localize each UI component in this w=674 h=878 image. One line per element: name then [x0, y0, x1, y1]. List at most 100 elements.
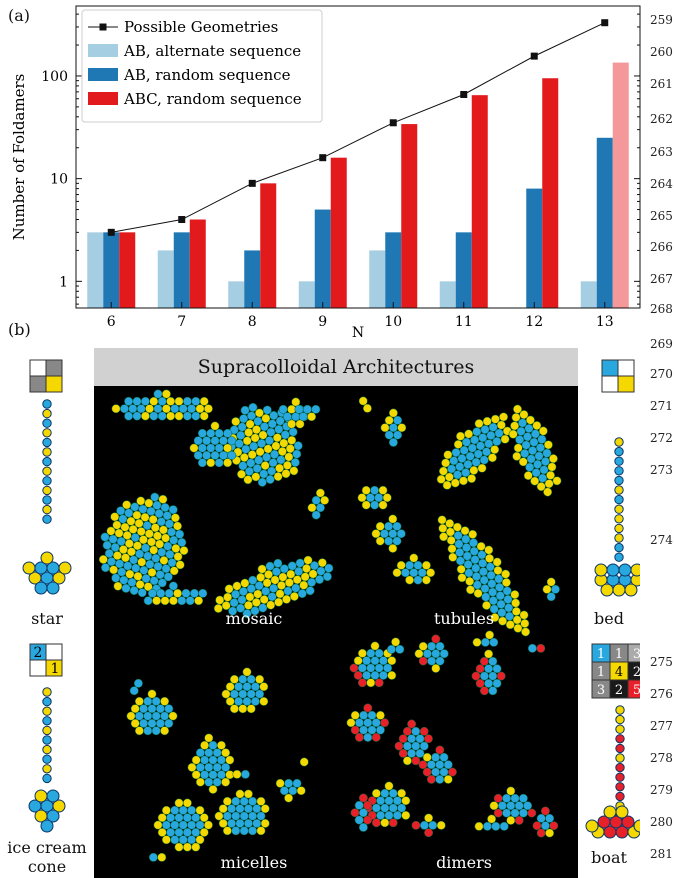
colloid [510, 590, 520, 600]
colloid [388, 543, 398, 553]
colloid [248, 826, 258, 836]
chain-bead [42, 687, 52, 697]
mosaic-label: mosaic [226, 609, 283, 628]
ice-cream-cone-label: ice cream cone [7, 838, 87, 876]
line-number: 266 [650, 240, 673, 254]
colloid [484, 664, 494, 674]
colloid [160, 726, 170, 736]
colloid [393, 430, 403, 440]
colloid [371, 818, 381, 828]
colloid [388, 803, 398, 813]
chain-bead [42, 773, 52, 784]
colloid [375, 521, 385, 531]
colloid [532, 421, 542, 430]
colloid [459, 476, 468, 486]
line-number: 273 [650, 463, 673, 477]
colloid [208, 770, 218, 780]
chain-bead [614, 494, 624, 505]
colloid [191, 813, 201, 823]
colloid [388, 514, 398, 524]
chain-bead [42, 706, 52, 716]
colloid [252, 818, 262, 828]
colloid [221, 748, 231, 758]
colloid [365, 493, 375, 503]
colloid [157, 411, 167, 421]
colloid [214, 428, 224, 438]
colloid [479, 656, 489, 666]
colloid [164, 718, 174, 728]
colloid-cluster [275, 778, 306, 803]
colloid [510, 808, 520, 818]
bar-ab-random-sequence-10 [385, 232, 402, 308]
colloid [514, 815, 524, 825]
colloid [262, 405, 272, 415]
colloid [284, 793, 294, 803]
colloid [426, 774, 436, 784]
colloid [397, 423, 407, 433]
colloid [248, 403, 258, 412]
colloid [384, 430, 394, 440]
colloid [376, 796, 386, 806]
folded-bead [58, 561, 72, 575]
colloid [124, 411, 134, 421]
line-number: 259 [650, 13, 673, 27]
colloid [166, 813, 176, 823]
colloid [537, 434, 547, 444]
colloid [157, 578, 167, 588]
colloid [168, 581, 178, 591]
colloid [375, 725, 385, 735]
colloid [418, 656, 428, 666]
colloid [307, 412, 317, 422]
colloid [174, 842, 184, 852]
colloid [218, 436, 228, 446]
colloid [447, 767, 457, 777]
colloid [468, 538, 478, 548]
colloid [518, 808, 528, 818]
chain-bead [42, 716, 52, 726]
interaction-cell [627, 679, 640, 699]
colloid [367, 710, 377, 720]
bed-chain [614, 437, 624, 562]
colloid-cluster [471, 649, 506, 696]
bar-abc-random-sequence-10 [401, 124, 418, 309]
x-tick-label: 13 [596, 314, 614, 330]
line-number: 270 [650, 367, 673, 381]
colloid [358, 396, 368, 406]
colloid [545, 813, 555, 823]
chart-frame [75, 5, 641, 309]
colloid [187, 762, 197, 772]
colloid-cluster [358, 396, 372, 413]
architectures-header: Supracolloidal Architectures [94, 348, 578, 386]
colloid [431, 767, 441, 777]
colloid [292, 449, 302, 459]
colloid [133, 678, 143, 688]
colloid [411, 726, 421, 736]
star-fold [22, 551, 72, 595]
colloid [175, 560, 185, 570]
x-tick-label: 12 [525, 314, 543, 330]
possible-geometries-marker-8 [248, 179, 256, 187]
colloid [155, 718, 165, 728]
colloid [221, 762, 231, 772]
folded-bead [46, 809, 60, 823]
legend-swatch-1 [88, 68, 118, 81]
colloid [380, 788, 390, 798]
colloid [311, 404, 321, 414]
bar-ab-alternate-sequence-8 [228, 281, 245, 308]
folded-bead [34, 789, 48, 803]
colloid [153, 389, 163, 399]
colloid [124, 396, 134, 406]
colloid [549, 821, 559, 831]
colloid [388, 423, 398, 433]
colloid [379, 529, 389, 539]
line-number: 268 [650, 302, 673, 316]
chain-bead [615, 714, 625, 725]
colloid [400, 568, 410, 578]
colloid [500, 434, 510, 444]
colloid [394, 741, 404, 751]
colloid [387, 656, 397, 666]
colloid [259, 696, 269, 706]
colloid [392, 796, 402, 806]
colloid [208, 755, 218, 765]
colloid [362, 670, 372, 680]
